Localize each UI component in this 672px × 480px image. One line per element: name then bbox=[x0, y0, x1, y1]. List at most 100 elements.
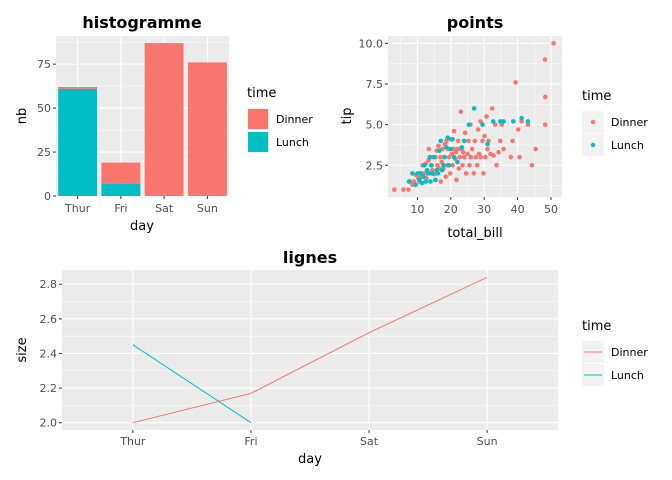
scatter-point-dinner bbox=[513, 80, 518, 85]
scatter-point-dinner bbox=[462, 130, 468, 136]
scatter-point-lunch bbox=[423, 179, 429, 184]
bar-ylabel: nb bbox=[15, 108, 30, 125]
line-xtick-label-sun: Sun bbox=[477, 435, 498, 448]
scatter-point-dinner bbox=[451, 128, 457, 134]
scatter-xtick-label: 30 bbox=[477, 203, 491, 216]
scatter-ytick-label: 2.5 bbox=[366, 159, 384, 172]
scatter-point-dinner bbox=[494, 162, 499, 168]
scatter-point-dinner bbox=[454, 177, 459, 183]
line-ytick-label: 2.4 bbox=[40, 347, 58, 360]
scatter-point-dinner bbox=[466, 138, 471, 144]
scatter-point-dinner bbox=[455, 138, 461, 144]
line-ylabel: size bbox=[15, 337, 30, 362]
line-xlabel: day bbox=[298, 452, 322, 467]
scatter-xtick-label: 50 bbox=[544, 203, 558, 216]
scatter-point-lunch bbox=[406, 179, 412, 184]
scatter-xtick-label: 20 bbox=[444, 203, 458, 216]
scatter-point-lunch bbox=[421, 174, 426, 179]
scatter-point-dinner bbox=[392, 187, 397, 192]
scatter-point-lunch bbox=[438, 138, 444, 144]
scatter-point-dinner bbox=[543, 122, 548, 127]
scatter-point-dinner bbox=[480, 138, 485, 144]
bar-thur-dinner bbox=[58, 86, 98, 89]
bar-legend-swatch-lunch bbox=[248, 132, 268, 152]
scatter-point-dinner bbox=[551, 41, 556, 46]
scatter-legend-point-dinner bbox=[590, 119, 596, 125]
scatter-point-dinner bbox=[508, 154, 514, 160]
scatter-chart: 10 20 30 40 50 2.5 5.0 7.5 10.0 points total_bil… bbox=[340, 13, 648, 241]
scatter-point-dinner bbox=[465, 151, 470, 157]
bar-title: histogramme bbox=[82, 13, 202, 32]
line-legend-label-lunch: Lunch bbox=[611, 369, 644, 382]
scatter-point-lunch bbox=[428, 179, 433, 184]
scatter-point-dinner bbox=[443, 174, 449, 179]
scatter-point-lunch bbox=[410, 171, 415, 176]
line-ytick-label: 2.0 bbox=[40, 417, 58, 430]
scatter-point-lunch bbox=[519, 115, 524, 121]
line-series-dinner bbox=[132, 276, 488, 424]
scatter-ytick-label: 5.0 bbox=[366, 119, 384, 132]
scatter-point-dinner bbox=[469, 146, 475, 152]
bar-ytick-label: 75 bbox=[37, 58, 51, 71]
bar-xtick-label-fri: Fri bbox=[114, 202, 127, 215]
scatter-point-dinner bbox=[467, 162, 472, 168]
scatter-point-lunch bbox=[480, 122, 485, 127]
scatter-point-dinner bbox=[484, 114, 489, 119]
line-title: lignes bbox=[283, 248, 337, 267]
line-ytick-label: 2.6 bbox=[40, 313, 58, 326]
scatter-point-lunch bbox=[446, 162, 452, 168]
bar-thur-lunch bbox=[58, 88, 98, 196]
scatter-point-dinner bbox=[525, 122, 531, 127]
scatter-point-dinner bbox=[450, 162, 456, 168]
scatter-point-lunch bbox=[433, 177, 438, 183]
bar-legend-swatch-dinner bbox=[248, 109, 268, 129]
scatter-point-dinner bbox=[542, 57, 548, 62]
scatter-point-dinner bbox=[482, 133, 487, 139]
scatter-point-lunch bbox=[461, 138, 467, 144]
scatter-point-lunch bbox=[455, 159, 460, 165]
scatter-point-dinner bbox=[515, 127, 521, 132]
scatter-point-dinner bbox=[497, 138, 503, 144]
scatter-point-lunch bbox=[497, 119, 503, 124]
scatter-point-dinner bbox=[458, 109, 464, 114]
bar-ytick-label: 0 bbox=[44, 190, 51, 203]
bar-ytick-label: 50 bbox=[37, 102, 51, 115]
scatter-point-lunch bbox=[428, 162, 434, 168]
scatter-point-lunch bbox=[459, 145, 465, 150]
scatter-point-lunch bbox=[439, 167, 445, 173]
scatter-point-dinner bbox=[485, 146, 490, 152]
scatter-point-dinner bbox=[468, 154, 474, 160]
line-legend-title: time bbox=[582, 319, 611, 334]
scatter-point-lunch bbox=[448, 146, 454, 152]
scatter-legend-label-lunch: Lunch bbox=[611, 139, 644, 152]
scatter-xtick-label: 40 bbox=[511, 203, 525, 216]
scatter-point-dinner bbox=[473, 154, 479, 160]
scatter-point-dinner bbox=[533, 146, 538, 152]
scatter-point-lunch bbox=[435, 171, 441, 176]
scatter-point-dinner bbox=[489, 106, 495, 111]
scatter-point-lunch bbox=[417, 177, 422, 183]
scatter-point-lunch bbox=[426, 171, 431, 176]
scatter-point-lunch bbox=[444, 145, 449, 150]
scatter-point-dinner bbox=[438, 179, 444, 184]
bar-xtick-label-sun: Sun bbox=[197, 202, 218, 215]
scatter-point-dinner bbox=[478, 154, 484, 160]
bar-legend-title: time bbox=[247, 86, 276, 101]
scatter-point-lunch bbox=[430, 171, 435, 176]
scatter-point-dinner bbox=[455, 146, 460, 152]
scatter-point-lunch bbox=[427, 154, 433, 160]
scatter-point-dinner bbox=[543, 94, 548, 100]
bar-fri-lunch bbox=[101, 183, 141, 196]
bar-fri-dinner bbox=[101, 162, 141, 184]
scatter-legend-label-dinner: Dinner bbox=[611, 116, 648, 129]
scatter-point-dinner bbox=[491, 153, 496, 158]
scatter-point-dinner bbox=[510, 138, 515, 144]
scatter-point-dinner bbox=[436, 143, 441, 149]
scatter-point-dinner bbox=[483, 154, 488, 160]
scatter-point-lunch bbox=[490, 119, 496, 124]
line-xtick-label-fri: Fri bbox=[244, 435, 257, 448]
scatter-point-dinner bbox=[430, 167, 435, 173]
bar-xlabel: day bbox=[130, 219, 154, 234]
